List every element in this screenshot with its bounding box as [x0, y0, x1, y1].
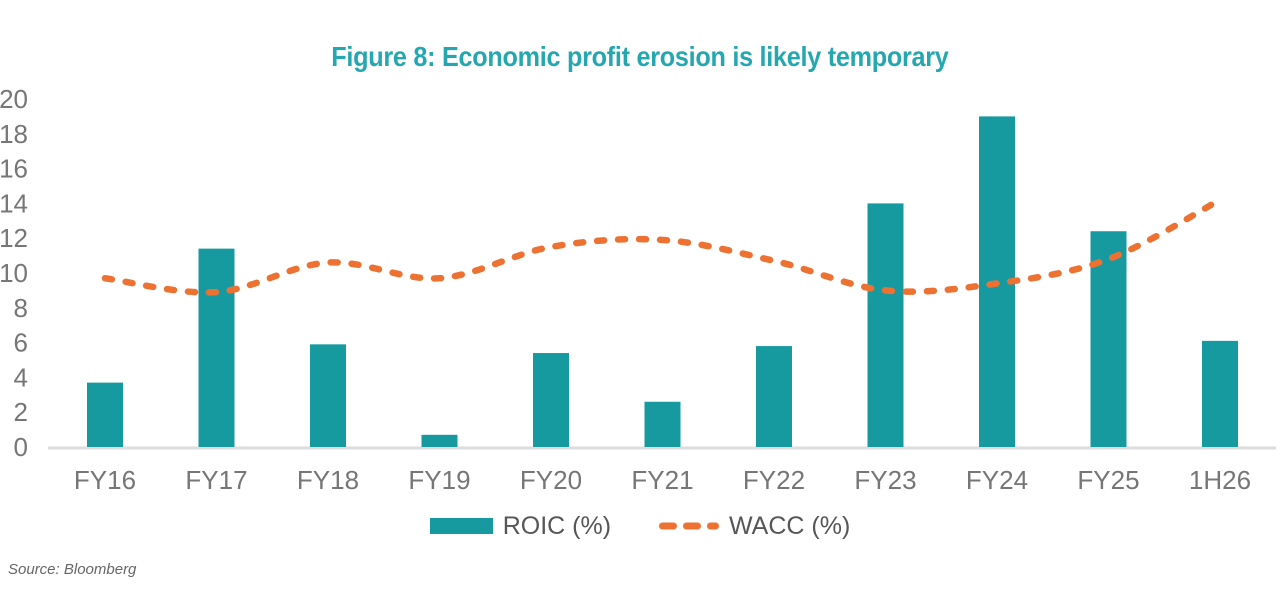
wacc-dashed-line-swatch-icon [659, 522, 720, 530]
legend-item-wacc: WACC (%) [655, 513, 850, 539]
bar-FY16 [87, 382, 123, 447]
x-axis-label-FY21: FY21 [631, 465, 693, 495]
bar-FY23 [867, 203, 904, 447]
chart-legend: ROIC (%) WACC (%) [0, 513, 1280, 539]
y-axis-tick-label: 18 [0, 119, 28, 149]
y-axis-tick-label: 0 [14, 432, 28, 462]
y-axis-tick-label: 4 [14, 362, 28, 392]
bar-FY20 [533, 353, 569, 447]
y-axis-tick-label: 16 [0, 154, 28, 184]
y-axis-tick-label: 8 [14, 293, 28, 323]
y-axis-tick-label: 12 [0, 223, 28, 253]
bar-1H26 [1202, 340, 1238, 447]
x-axis-label-FY25: FY25 [1077, 465, 1139, 495]
bar-FY17 [198, 248, 235, 447]
x-axis-label-FY17: FY17 [185, 465, 247, 495]
bar-FY21 [644, 401, 681, 447]
x-axis-label-FY24: FY24 [966, 465, 1028, 495]
x-axis-label-FY19: FY19 [408, 465, 470, 495]
y-axis-tick-label: 2 [14, 397, 28, 427]
bar-FY22 [756, 346, 792, 447]
x-axis-label-FY23: FY23 [854, 465, 916, 495]
chart-title: Figure 8: Economic profit erosion is lik… [0, 40, 1280, 74]
x-axis-label-1H26: 1H26 [1189, 465, 1251, 495]
legend-item-roic: ROIC (%) [429, 512, 612, 540]
chart-title-text: Figure 8: Economic profit erosion is lik… [331, 41, 949, 72]
y-axis-tick-label: 14 [0, 188, 28, 218]
source-note: Source: Bloomberg [8, 561, 137, 578]
x-axis-label-FY20: FY20 [520, 465, 582, 495]
roic-bar-swatch-icon [429, 518, 493, 534]
bar-FY19 [421, 434, 458, 447]
bar-FY25 [1090, 231, 1127, 447]
legend-label-roic: ROIC (%) [502, 512, 612, 540]
x-axis-label-FY18: FY18 [297, 465, 359, 495]
y-axis-tick-label: 6 [14, 328, 28, 358]
x-axis-label-FY22: FY22 [743, 465, 805, 495]
bar-FY18 [310, 344, 346, 447]
x-axis-label-FY16: FY16 [74, 465, 136, 495]
y-axis-tick-label: 20 [0, 84, 28, 114]
y-axis-tick-label: 10 [0, 258, 28, 288]
wacc-line [101, 196, 1224, 296]
legend-label-wacc: WACC (%) [729, 512, 851, 540]
